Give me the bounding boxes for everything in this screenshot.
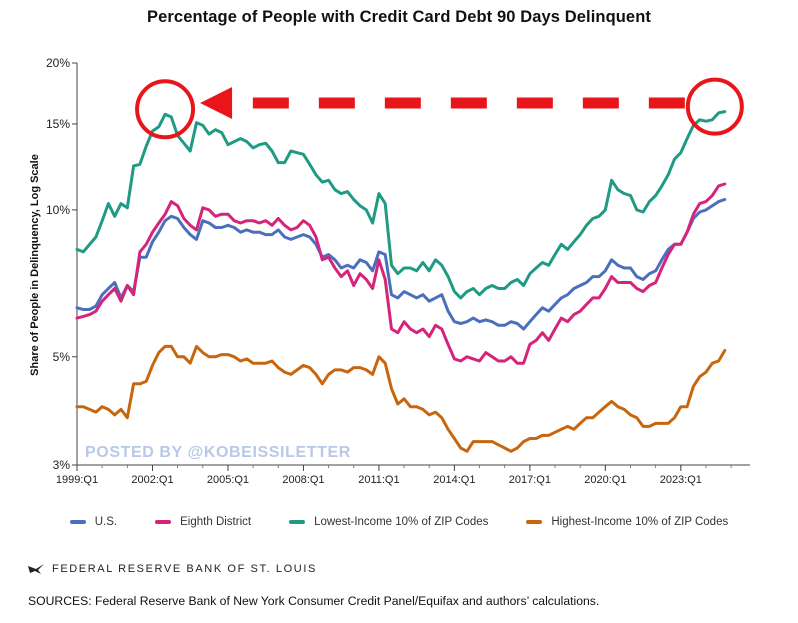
x-tick-label: 2002:Q1 <box>131 474 173 486</box>
legend-item-eighth: Eighth District <box>155 516 251 528</box>
y-tick-label: 20% <box>46 56 70 70</box>
y-tick-label: 15% <box>46 117 70 131</box>
annotation <box>135 77 744 140</box>
x-tick-label: 2005:Q1 <box>207 474 249 486</box>
legend-label: U.S. <box>94 516 118 528</box>
x-tick-label: 2017:Q1 <box>509 474 551 486</box>
frb-logo: FEDERAL RESERVE BANK OF ST. LOUIS <box>28 563 317 575</box>
legend-label: Lowest-Income 10% of ZIP Codes <box>314 516 489 528</box>
legend-swatch <box>155 520 172 524</box>
series-line-highest <box>75 344 727 453</box>
legend-swatch <box>69 520 86 524</box>
x-tick-label: 2020:Q1 <box>584 474 626 486</box>
legend-item-highest: Highest-Income 10% of ZIP Codes <box>526 516 728 528</box>
legend: U.S. Eighth District Lowest-Income 10% of … <box>0 516 798 528</box>
axes <box>76 63 750 466</box>
legend-swatch <box>526 520 543 524</box>
frb-eagle-icon <box>28 564 44 574</box>
series-line-lowest <box>75 110 727 300</box>
line-chart: Share of People in Delinquency, Log Scal… <box>29 56 750 486</box>
y-tick-label: 3% <box>53 458 71 472</box>
frb-name: FEDERAL RESERVE BANK OF ST. LOUIS <box>52 563 317 575</box>
legend-label: Highest-Income 10% of ZIP Codes <box>551 516 729 528</box>
x-tick-label: 2008:Q1 <box>282 474 324 486</box>
y-axis-label: Share of People in Delinquency, Log Scal… <box>29 154 41 376</box>
x-ticks: 1999:Q1 2002:Q1 2005:Q1 2008:Q1 2011:Q1 2014:… <box>56 465 732 486</box>
chart-title: Percentage of People with Credit Card De… <box>147 8 651 26</box>
legend-label: Eighth District <box>180 516 252 528</box>
legend-item-us: U.S. <box>69 516 118 528</box>
x-tick-label: 2011:Q1 <box>358 474 399 486</box>
x-tick-label: 2023:Q1 <box>660 474 702 486</box>
legend-item-lowest: Lowest-Income 10% of ZIP Codes <box>289 516 488 528</box>
annotation-circle-end <box>685 77 744 136</box>
watermark-text: POSTED BY @KOBEISSILETTER <box>85 444 351 461</box>
x-tick-label: 2014:Q1 <box>433 474 475 486</box>
x-tick-label: 1999:Q1 <box>56 474 98 486</box>
annotation-arrow-head <box>200 87 233 119</box>
series-line-us <box>75 198 727 331</box>
legend-swatch <box>289 520 306 524</box>
annotation-circle-start <box>135 79 196 140</box>
series-line-eighth <box>75 182 727 365</box>
sources-note: SOURCES: Federal Reserve Bank of New Yor… <box>28 594 600 608</box>
y-tick-label: 5% <box>53 350 71 364</box>
y-tick-label: 10% <box>46 203 70 217</box>
y-ticks: 3% 5% 10% 15% 20% <box>46 56 77 472</box>
series-lines <box>75 110 727 453</box>
